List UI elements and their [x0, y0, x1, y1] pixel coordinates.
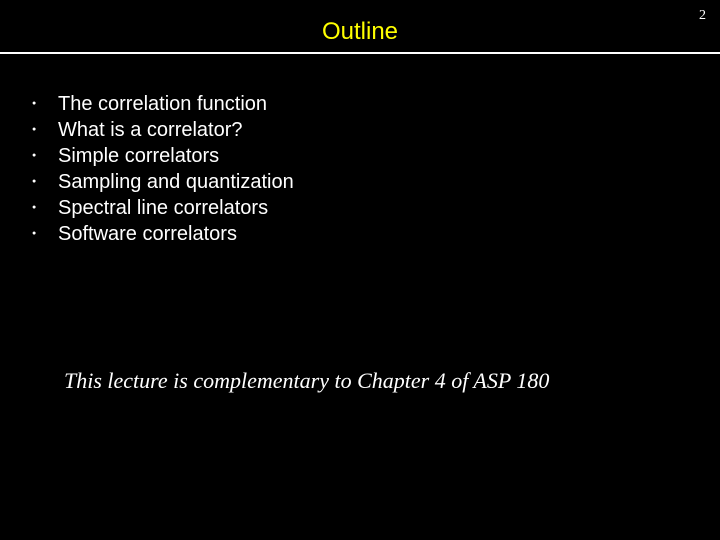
footnote: This lecture is complementary to Chapter… [64, 368, 549, 394]
list-item: Spectral line correlators [30, 196, 294, 221]
list-item: What is a correlator? [30, 118, 294, 143]
list-item: Sampling and quantization [30, 170, 294, 195]
list-item: The correlation function [30, 92, 294, 117]
list-item: Software correlators [30, 222, 294, 247]
list-item: Simple correlators [30, 144, 294, 169]
bullet-list: The correlation function What is a corre… [30, 92, 294, 248]
title-rule [0, 52, 720, 54]
slide: 2 Outline The correlation function What … [0, 0, 720, 540]
slide-title: Outline [0, 18, 720, 46]
